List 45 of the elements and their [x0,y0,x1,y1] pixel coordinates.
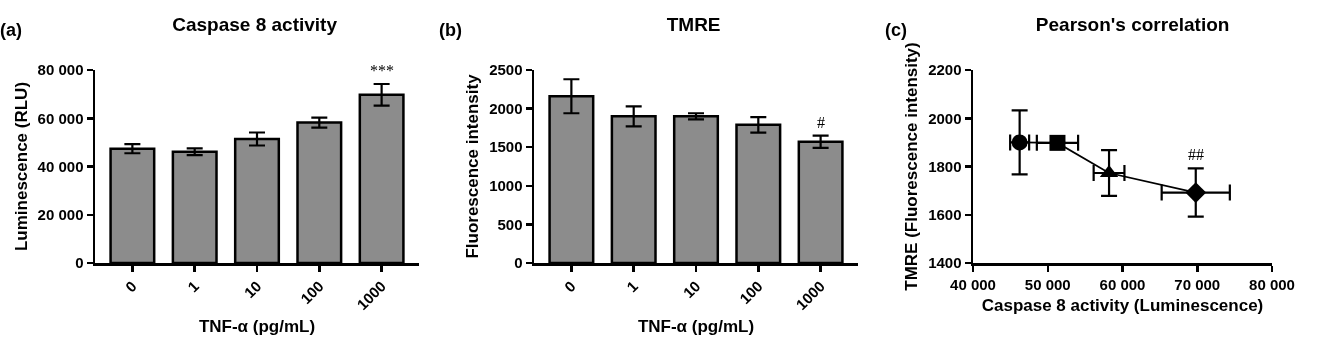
x-tick-label: 0 [121,277,140,296]
y-tick-label: 1800 [928,157,962,175]
y-tick-label: 2200 [928,61,962,79]
x-tick-label: 1 [184,277,203,296]
x-tick-label: 1 [623,277,642,296]
annotation: *** [370,62,394,79]
point [1185,182,1207,203]
y-tick-label: 60 000 [37,109,84,127]
x-tick-label: 0 [560,277,579,296]
chart-title: Caspase 8 activity [172,13,338,35]
y-tick-label: 2000 [489,99,523,117]
y-tick-label: 2500 [489,61,523,79]
x-axis-title: TNF-α (pg/mL) [198,316,316,336]
x-tick-label: 70 000 [1174,275,1221,293]
annotation: # [817,114,825,131]
x-tick-label: 10 [240,277,265,302]
x-tick-label: 60 000 [1099,275,1146,293]
chart-title: TMRE [666,13,721,35]
y-tick-label: 40 000 [37,157,84,175]
y-tick-label: 80 000 [37,61,84,79]
x-tick-label: 10 [679,277,704,302]
y-axis-title: Luminescence (RLU) [11,81,31,252]
y-tick-label: 1400 [928,254,962,272]
text: (b) [439,20,462,40]
chart-title: Pearson's correlation [1035,13,1230,35]
x-axis-title: Caspase 8 activity (Luminescence) [981,296,1264,316]
x-tick-label: 80 000 [1249,275,1295,293]
y-tick-label: 2000 [928,109,962,127]
y-tick-label: 0 [75,254,84,272]
y-tick-label: 1600 [928,206,962,223]
y-tick-label: 0 [514,254,523,272]
y-tick-label: 1500 [489,138,523,156]
annotation: ## [1188,146,1204,163]
text: (c) [885,20,907,40]
y-tick-label: 500 [497,215,523,233]
y-tick-label: 20 000 [37,206,84,223]
x-tick-label: 100 [736,277,766,308]
x-tick-label: 40 000 [950,275,996,293]
y-tick-label: 1000 [489,177,523,195]
y-axis-title: TMRE (Fluorescence intensity) [902,42,922,291]
y-axis-title: Fluorescence intensity [463,73,483,259]
text: (a) [0,20,22,40]
x-axis-title: TNF-α (pg/mL) [637,316,755,336]
x-tick-label: 100 [297,277,327,308]
x-tick-label: 50 000 [1024,275,1071,293]
